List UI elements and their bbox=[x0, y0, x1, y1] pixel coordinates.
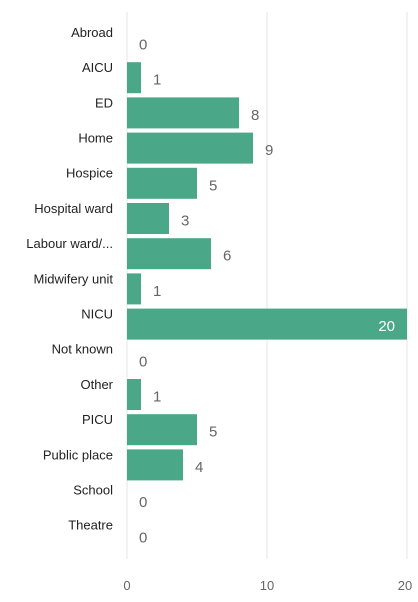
value-label-10: 1 bbox=[153, 388, 161, 405]
value-label-11: 5 bbox=[209, 424, 217, 441]
category-label-4: Hospice bbox=[66, 166, 113, 181]
category-label-1: AICU bbox=[82, 60, 113, 75]
category-label-5: Hospital ward bbox=[34, 201, 113, 216]
value-labels: 0 1 8 9 5 3 6 1 20 0 1 5 4 0 0 bbox=[139, 36, 395, 546]
category-label-12: Public place bbox=[43, 447, 113, 462]
x-axis-ticks: 0 10 20 bbox=[123, 578, 412, 593]
value-label-9: 0 bbox=[139, 353, 147, 370]
bar-10 bbox=[127, 379, 141, 410]
value-label-7: 1 bbox=[153, 283, 161, 300]
category-label-11: PICU bbox=[82, 412, 113, 427]
bar-3 bbox=[127, 132, 253, 164]
bar-7 bbox=[127, 273, 141, 305]
value-label-12: 4 bbox=[195, 459, 203, 476]
category-label-14: Theatre bbox=[68, 518, 113, 533]
category-label-3: Home bbox=[78, 131, 113, 146]
bar-2 bbox=[127, 97, 239, 129]
category-label-8: NICU bbox=[81, 307, 113, 322]
x-tick-label-2: 20 bbox=[398, 578, 412, 593]
value-label-8: 20 bbox=[378, 318, 395, 335]
value-label-13: 0 bbox=[139, 494, 147, 511]
bar-11 bbox=[127, 414, 197, 446]
bar-6 bbox=[127, 238, 211, 270]
value-label-2: 8 bbox=[251, 107, 259, 124]
bar-12 bbox=[127, 449, 183, 481]
bars bbox=[127, 62, 407, 481]
value-label-14: 0 bbox=[139, 529, 147, 546]
bar-8 bbox=[127, 308, 407, 340]
category-label-7: Midwifery unit bbox=[34, 271, 114, 286]
value-label-1: 1 bbox=[153, 72, 161, 89]
x-tick-label-0: 0 bbox=[123, 578, 130, 593]
bar-1 bbox=[127, 62, 141, 94]
value-label-0: 0 bbox=[139, 36, 147, 53]
category-label-13: School bbox=[73, 483, 113, 498]
x-tick-label-1: 10 bbox=[260, 578, 274, 593]
bar-4 bbox=[127, 167, 197, 199]
value-label-4: 5 bbox=[209, 177, 217, 194]
bar-5 bbox=[127, 203, 169, 234]
category-labels: Abroad AICU ED Home Hospice Hospital ward Labo… bbox=[26, 25, 113, 533]
value-label-5: 3 bbox=[181, 212, 189, 229]
category-label-2: ED bbox=[95, 95, 113, 110]
category-label-9: Not known bbox=[52, 342, 113, 357]
category-label-0: Abroad bbox=[71, 25, 113, 40]
category-label-10: Other bbox=[80, 377, 113, 392]
category-label-6: Labour ward/... bbox=[26, 236, 113, 251]
value-label-3: 9 bbox=[265, 142, 273, 159]
value-label-6: 6 bbox=[223, 248, 231, 265]
